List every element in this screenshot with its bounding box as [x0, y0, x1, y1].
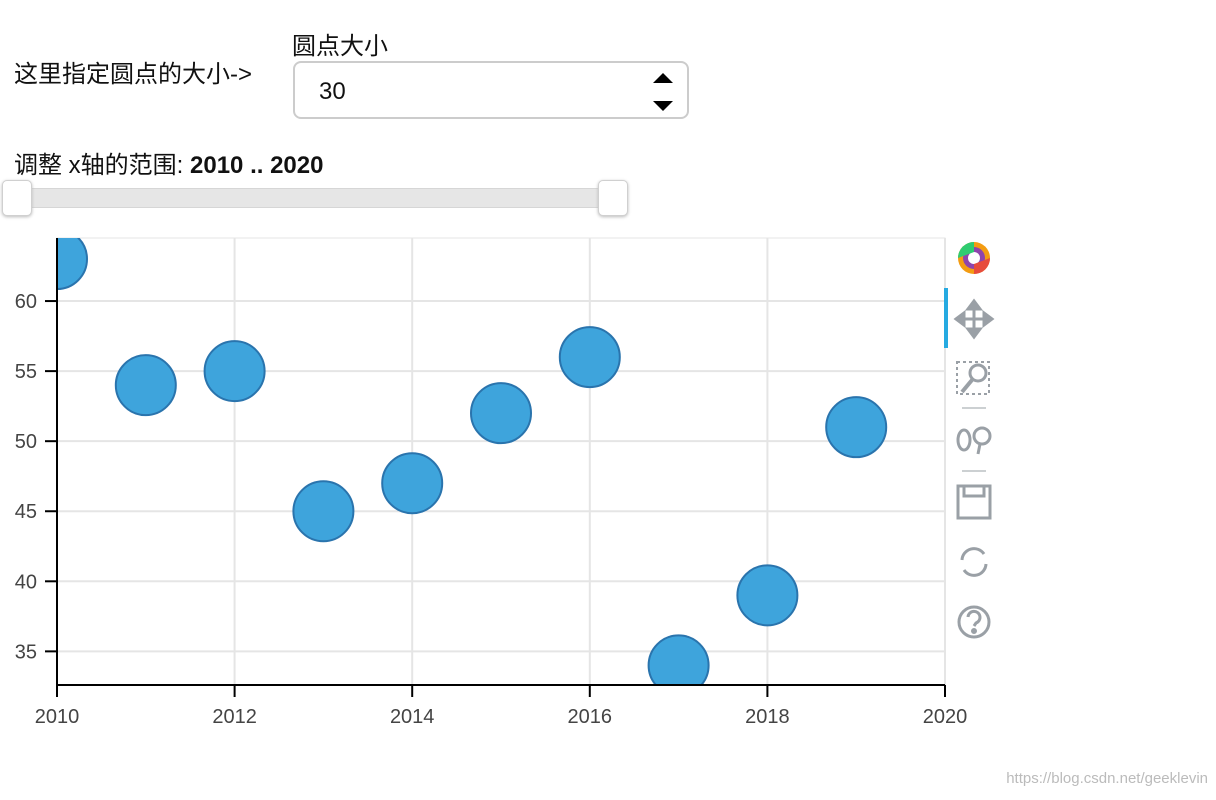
scatter-point [381, 452, 444, 515]
slider-label: 调整 x轴的范围: 2010 .. 2020 [14, 145, 323, 180]
y-tick-label: 35 [15, 641, 37, 663]
scatter-point [558, 326, 621, 389]
toolbar [944, 242, 995, 639]
scatter-point [647, 634, 710, 685]
x-tick-label: 2018 [745, 706, 790, 728]
x-tick-label: 2016 [568, 706, 613, 728]
y-tick-label: 45 [15, 501, 37, 523]
slider-handle[interactable] [2, 180, 32, 216]
scatter-point [470, 382, 532, 445]
spinner[interactable]: 30 [293, 61, 689, 119]
help-tool[interactable] [957, 605, 991, 639]
y-tick-label: 40 [15, 571, 37, 593]
scatter-point [114, 354, 177, 417]
bokeh-logo[interactable] [958, 242, 990, 274]
reset-tool[interactable] [960, 547, 988, 577]
watermark: https://blog.csdn.net/geeklevin [1006, 770, 1208, 787]
box-zoom-tool[interactable] [956, 361, 990, 395]
scatter-point [203, 340, 266, 403]
y-tick-label: 55 [15, 361, 37, 383]
spinner-hint: 这里指定圆点的大小-> [14, 61, 253, 88]
x-tick-label: 2020 [923, 706, 968, 728]
scatter-point [736, 564, 799, 627]
spinner-title: 圆点大小 [292, 33, 388, 60]
wheel-zoom-tool[interactable] [956, 426, 992, 455]
x-tick-label: 2010 [35, 706, 80, 728]
slider-handle[interactable] [598, 180, 628, 216]
y-tick-label: 60 [15, 291, 37, 313]
spinner-arrows[interactable] [651, 71, 675, 113]
x-tick-label: 2014 [390, 706, 435, 728]
x-tick-label: 2012 [212, 706, 257, 728]
scatter-point [825, 396, 888, 459]
spinner-value: 30 [319, 78, 346, 105]
save-tool[interactable] [956, 484, 992, 520]
slider-title: 调整 x轴的范围: [14, 152, 191, 179]
scatter-point [292, 480, 355, 543]
chart: 35 40 45 50 55 60 2010 2012 2014 2016 2018 2020 [15, 237, 995, 728]
y-tick-label: 50 [15, 431, 37, 453]
plot-frame [56, 237, 946, 686]
slider-value: 2010 .. 2020 [190, 152, 324, 179]
scatter-point [57, 238, 88, 291]
pan-tool[interactable] [953, 298, 995, 340]
active-indicator [944, 288, 948, 348]
